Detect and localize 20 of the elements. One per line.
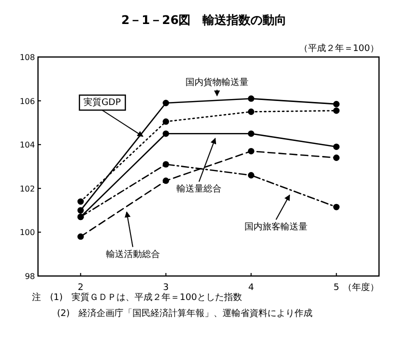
text: 注 (1) 実質ＧＤＰは、平成２年＝100とした指数: [32, 292, 242, 303]
y-tick-label: 100: [20, 228, 35, 238]
y-tick-label: 108: [20, 53, 35, 62]
annotation: 国内旅客輸送量: [244, 222, 308, 233]
x-tick-label: 5: [334, 283, 340, 293]
text: (2) 経済企画庁「国民経済計算年報」、運輸省資料により作成: [57, 308, 313, 319]
x-tick-label: 3: [163, 283, 169, 293]
y-tick-label: 104: [20, 140, 35, 150]
y-tick-label: 98: [24, 272, 35, 281]
x-axis-title: （年度）: [343, 282, 379, 293]
y-tick-label: 102: [20, 184, 35, 194]
annotation: 実質GDP: [83, 97, 122, 108]
annotation: 国内貨物輸送量: [186, 76, 249, 88]
annotation: 輸送量総合: [176, 184, 222, 195]
x-tick-label: 2: [78, 283, 84, 293]
y-tick-label: 106: [20, 96, 35, 106]
x-tick-label: 4: [248, 283, 254, 293]
chart-subtitle: （平成２年＝100）: [298, 43, 379, 54]
annotation: 輸送活動総合: [106, 249, 160, 260]
chart-title: 2－1－26図 輸送指数の動向: [121, 13, 287, 27]
